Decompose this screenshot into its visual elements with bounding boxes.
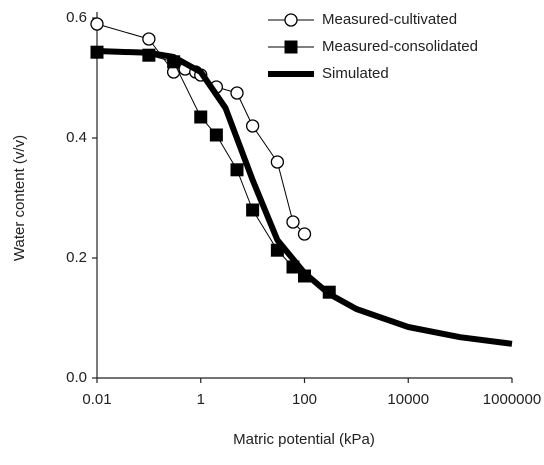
legend-label: Measured-cultivated — [322, 11, 457, 28]
point — [90, 17, 104, 31]
point — [270, 155, 285, 169]
x-tick-label: 10000 — [387, 391, 429, 408]
legend-label: Simulated — [322, 65, 389, 82]
point — [209, 128, 223, 142]
y-tick-label: 0.4 — [66, 129, 87, 146]
y-tick-label: 0.6 — [66, 9, 87, 26]
legend-marker — [284, 13, 298, 27]
point — [230, 163, 244, 177]
x-tick-label: 100 — [292, 391, 317, 408]
y-tick-label: 0.0 — [66, 369, 87, 386]
x-tick-label: 1 — [197, 391, 205, 408]
point — [142, 32, 156, 46]
series-line — [96, 23, 305, 235]
point — [246, 203, 260, 217]
x-tick-label: 1000000 — [483, 391, 541, 408]
point — [230, 86, 244, 100]
x-axis-title: Matric potential (kPa) — [233, 431, 375, 448]
x-tick-label: 0.01 — [82, 391, 111, 408]
point — [286, 215, 300, 229]
point — [245, 119, 260, 133]
point — [194, 110, 208, 124]
y-tick-label: 0.2 — [66, 249, 87, 266]
y-axis-title: Water content (v/v) — [11, 135, 28, 261]
legend-label: Measured-consolidated — [322, 38, 478, 55]
legend-marker — [284, 40, 298, 54]
point — [297, 227, 312, 241]
series-line — [96, 48, 513, 347]
